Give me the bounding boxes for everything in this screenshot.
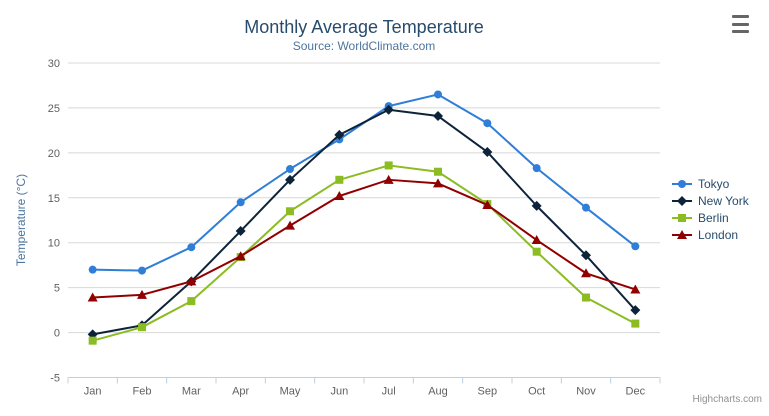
legend-marker-new-york bbox=[672, 195, 692, 206]
chart-title: Monthly Average Temperature bbox=[244, 17, 484, 37]
series-berlin-marker bbox=[582, 293, 590, 302]
x-tick-label: May bbox=[280, 386, 301, 398]
x-tick-label: Dec bbox=[626, 386, 646, 398]
series-tokyo-marker bbox=[187, 243, 196, 252]
series-london-marker bbox=[630, 284, 641, 294]
x-tick-label: Sep bbox=[478, 386, 498, 398]
chart-subtitle: Source: WorldClimate.com bbox=[292, 39, 436, 53]
legend: Tokyo New York Berlin London bbox=[671, 175, 749, 243]
series-tokyo-marker bbox=[483, 119, 492, 128]
series-tokyo-marker bbox=[532, 164, 541, 173]
legend-marker-tokyo bbox=[672, 179, 692, 188]
series-berlin-marker bbox=[138, 323, 146, 332]
series-new-york-marker bbox=[531, 200, 542, 211]
series-london-marker bbox=[87, 292, 98, 302]
series-london-marker bbox=[285, 220, 295, 230]
series-berlin-marker bbox=[532, 247, 541, 256]
series-berlin-marker bbox=[434, 167, 442, 176]
x-tick-label: Aug bbox=[428, 386, 448, 398]
highcharts-credit[interactable]: Highcharts.com bbox=[692, 394, 762, 405]
series-london-marker bbox=[482, 199, 493, 209]
hamburger-icon bbox=[731, 22, 749, 26]
series-new-york-marker bbox=[383, 104, 394, 115]
series-tokyo-marker bbox=[138, 266, 146, 275]
series-tokyo-marker bbox=[582, 203, 590, 212]
x-tick-label: Jun bbox=[330, 386, 348, 398]
series-london-marker bbox=[383, 174, 394, 184]
legend-label-berlin: Berlin bbox=[698, 210, 729, 225]
series-berlin-marker bbox=[631, 319, 640, 328]
series-london-marker bbox=[137, 289, 147, 299]
series-line-tokyo[interactable] bbox=[91, 93, 637, 272]
series-london-marker bbox=[433, 178, 443, 188]
y-tick-label: 20 bbox=[48, 148, 60, 160]
series-new-york-marker bbox=[630, 305, 641, 316]
x-tick-label: Feb bbox=[133, 386, 152, 398]
series-new-york-marker bbox=[433, 111, 443, 122]
series-new-york-marker bbox=[334, 129, 345, 140]
series-line-berlin[interactable] bbox=[91, 164, 637, 342]
legend-item-tokyo[interactable]: Tokyo bbox=[671, 175, 749, 192]
series-london-marker bbox=[186, 276, 197, 286]
series-berlin-marker bbox=[286, 207, 294, 216]
legend-item-london[interactable]: London bbox=[671, 226, 749, 243]
series-line-new-york[interactable] bbox=[91, 108, 637, 336]
series-berlin-marker bbox=[335, 175, 344, 184]
series-london-marker bbox=[531, 235, 542, 245]
y-tick-label: 15 bbox=[48, 193, 60, 205]
y-tick-label: 0 bbox=[54, 328, 60, 340]
series-new-york-marker bbox=[235, 226, 246, 237]
series-berlin-marker bbox=[88, 336, 97, 345]
hamburger-icon bbox=[731, 15, 749, 18]
series-tokyo-marker bbox=[286, 165, 294, 174]
legend-label-tokyo: Tokyo bbox=[698, 176, 730, 191]
series-new-york-marker bbox=[581, 250, 591, 261]
legend-marker-berlin bbox=[672, 213, 692, 222]
series-tokyo-marker bbox=[434, 90, 442, 99]
series-new-york-marker bbox=[482, 146, 493, 157]
x-tick-label: Oct bbox=[528, 386, 545, 398]
y-tick-label: 30 bbox=[48, 58, 60, 70]
legend-label-london: London bbox=[698, 227, 739, 242]
series-tokyo-marker bbox=[631, 242, 640, 251]
y-tick-label: 10 bbox=[48, 238, 60, 250]
series-london-marker bbox=[581, 268, 591, 278]
y-tick-label: 25 bbox=[48, 103, 60, 115]
x-tick-label: Jan bbox=[84, 386, 102, 398]
y-axis-title: Temperature (°C) bbox=[14, 173, 28, 267]
y-tick-label: -5 bbox=[50, 373, 60, 385]
series-line-london[interactable] bbox=[91, 178, 637, 299]
context-menu-button[interactable] bbox=[729, 15, 751, 33]
series-london-marker bbox=[235, 251, 246, 261]
hamburger-icon bbox=[731, 30, 749, 33]
series-london-marker bbox=[334, 190, 345, 200]
x-tick-label: Mar bbox=[182, 386, 201, 398]
series-new-york-marker bbox=[285, 174, 295, 185]
legend-item-new-york[interactable]: New York bbox=[671, 192, 749, 209]
legend-item-berlin[interactable]: Berlin bbox=[671, 209, 749, 226]
series-berlin-marker bbox=[187, 297, 196, 306]
y-tick-label: 5 bbox=[54, 283, 60, 295]
series-tokyo-marker bbox=[236, 198, 245, 207]
x-tick-label: Jul bbox=[382, 386, 396, 398]
x-tick-label: Nov bbox=[576, 386, 596, 398]
series-berlin-marker bbox=[384, 161, 393, 170]
x-tick-label: Apr bbox=[232, 386, 249, 398]
legend-marker-london bbox=[672, 229, 692, 239]
series-tokyo-marker bbox=[88, 265, 97, 274]
legend-label-new-york: New York bbox=[698, 193, 749, 208]
